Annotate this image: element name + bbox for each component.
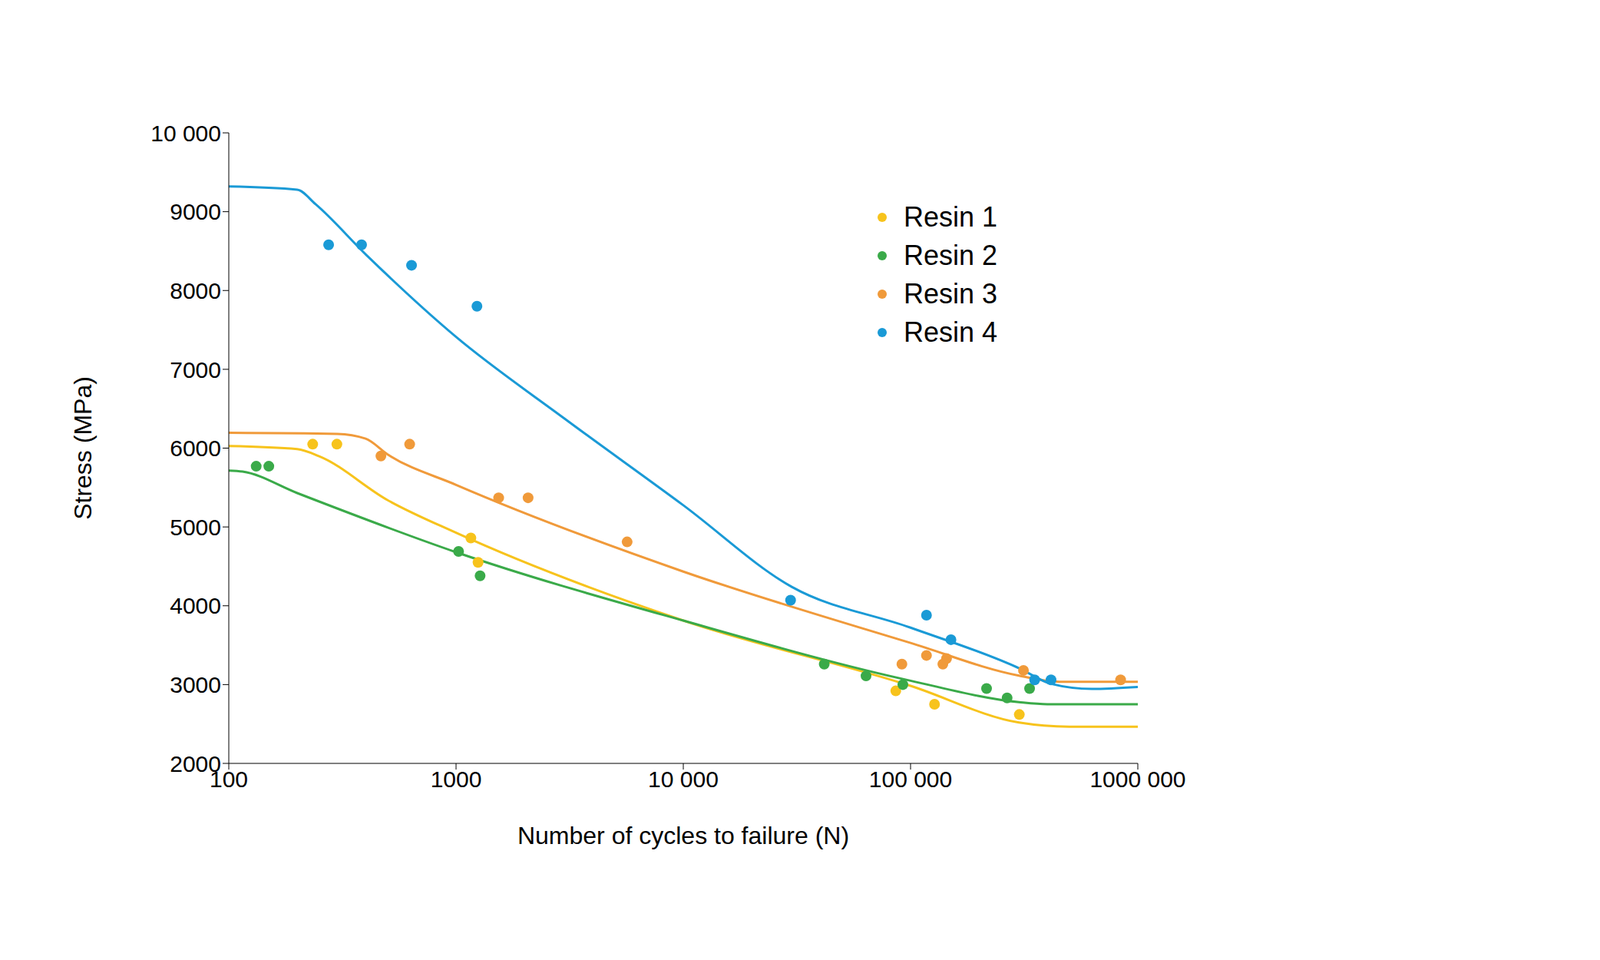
- svg-text:5000: 5000: [169, 514, 222, 540]
- svg-text:6000: 6000: [169, 435, 222, 461]
- svg-text:1000: 1000: [430, 766, 483, 792]
- html-text:Resin 4: Resin 4: [903, 316, 998, 348]
- svg-text:100: 100: [209, 766, 248, 792]
- svg-text:Number of cycles to failure (N: Number of cycles to failure (N): [517, 821, 850, 850]
- svg-text:3000: 3000: [169, 671, 222, 698]
- svg-text:100 000: 100 000: [869, 766, 953, 792]
- html-text:Resin 2: Resin 2: [903, 239, 998, 272]
- svg-text:Stress (MPa): Stress (MPa): [69, 376, 97, 520]
- svg-text:1000 000: 1000 000: [1089, 766, 1186, 792]
- svg-text:7000: 7000: [169, 357, 222, 383]
- svg-text:9000: 9000: [169, 198, 222, 225]
- html-text:Resin 3: Resin 3: [903, 277, 998, 310]
- svg-text:8000: 8000: [169, 277, 222, 304]
- svg-text:2000: 2000: [169, 750, 222, 777]
- html-text:Resin 1: Resin 1: [903, 201, 998, 233]
- svg-text:4000: 4000: [169, 592, 222, 619]
- svg-text:10 000: 10 000: [647, 766, 719, 792]
- svg-text:10 000: 10 000: [150, 120, 222, 146]
